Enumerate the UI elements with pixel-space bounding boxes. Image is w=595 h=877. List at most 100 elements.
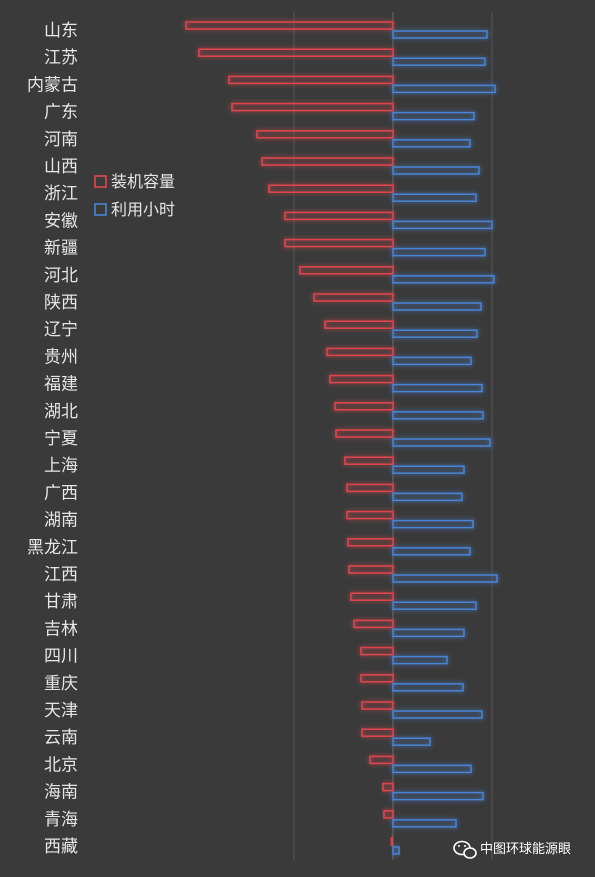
- bar-hours: [392, 356, 472, 366]
- category-label: 浙江: [44, 184, 78, 204]
- bar-capacity: [344, 456, 394, 465]
- bar-capacity: [284, 211, 394, 221]
- bar-capacity: [382, 782, 394, 792]
- bar-capacity: [360, 674, 394, 683]
- bar-hours: [392, 30, 488, 39]
- bar-capacity: [299, 266, 394, 275]
- category-label: 青海: [44, 810, 78, 830]
- bar-capacity: [335, 429, 394, 438]
- bar-capacity: [390, 837, 394, 846]
- bar-hours: [392, 220, 493, 230]
- category-label: 辽宁: [44, 320, 78, 340]
- bar-capacity: [361, 728, 394, 737]
- legend-label-hours: 利用小时: [111, 200, 175, 219]
- bar-hours: [392, 574, 498, 583]
- bar-hours: [392, 275, 495, 284]
- category-label: 四川: [44, 647, 78, 667]
- category-label: 江苏: [44, 48, 78, 68]
- bar-hours: [392, 791, 484, 801]
- category-label: 广西: [44, 483, 78, 503]
- category-label: 海南: [44, 783, 78, 803]
- category-label: 贵州: [44, 347, 78, 367]
- bar-capacity: [348, 565, 394, 574]
- legend-swatch-hours: [94, 203, 107, 216]
- watermark: 中图环球能源眼: [453, 840, 571, 859]
- bar-hours: [392, 846, 400, 855]
- bar-capacity: [231, 102, 394, 112]
- bar-hours: [392, 683, 464, 692]
- bar-capacity: [198, 48, 394, 57]
- category-label: 北京: [44, 755, 78, 775]
- category-label: 宁夏: [44, 429, 78, 449]
- bar-capacity: [361, 701, 394, 710]
- category-label: 河南: [44, 130, 78, 150]
- category-label: 江西: [44, 565, 78, 585]
- category-label: 山东: [44, 21, 78, 41]
- category-labels: 山东江苏内蒙古广东河南山西浙江安徽新疆河北陕西辽宁贵州福建湖北宁夏上海广西湖南黑…: [27, 21, 78, 857]
- category-label: 黑龙江: [27, 538, 78, 558]
- bar-capacity: [383, 810, 394, 819]
- bar-capacity: [329, 374, 394, 384]
- category-label: 山西: [44, 157, 78, 177]
- bar-hours: [392, 601, 477, 610]
- wechat-icon: [453, 840, 477, 859]
- bar-capacity: [313, 293, 394, 302]
- bar-hours: [392, 383, 483, 393]
- watermark-text: 中图环球能源眼: [480, 842, 571, 857]
- bar-hours: [392, 438, 491, 447]
- bar-hours: [392, 519, 474, 529]
- category-label: 上海: [44, 456, 78, 476]
- bar-hours: [392, 628, 465, 638]
- category-label: 西藏: [44, 837, 78, 857]
- legend-label-capacity: 装机容量: [111, 172, 175, 191]
- legend-swatch-capacity: [94, 175, 107, 188]
- bar-hours: [392, 819, 457, 828]
- bar-hours: [392, 111, 475, 121]
- bar-capacity: [261, 157, 394, 166]
- bar-hours: [392, 655, 448, 665]
- bar-capacity: [360, 646, 394, 656]
- category-label: 吉林: [44, 619, 78, 639]
- bar-capacity: [346, 483, 394, 493]
- bar-capacity: [256, 130, 394, 139]
- bar-hours: [392, 57, 486, 66]
- bar-hours: [392, 710, 483, 719]
- bar-capacity: [185, 21, 394, 30]
- bar-capacity: [369, 755, 394, 765]
- bar-hours: [392, 193, 477, 202]
- bar-capacity: [324, 320, 394, 329]
- category-label: 河北: [44, 266, 78, 286]
- category-label: 广东: [44, 103, 78, 123]
- bar-hours: [392, 764, 472, 774]
- category-label: 云南: [44, 728, 78, 748]
- category-label: 湖北: [44, 402, 78, 422]
- bar-capacity: [284, 238, 394, 248]
- category-label: 福建: [44, 375, 78, 395]
- category-label: 新疆: [44, 239, 78, 259]
- category-label: 天津: [44, 701, 78, 721]
- category-label: 湖南: [44, 511, 78, 531]
- bar-capacity: [346, 510, 394, 520]
- bar-hours: [392, 166, 480, 175]
- category-label: 甘肃: [44, 592, 78, 612]
- bars: [185, 21, 498, 855]
- legend-item-capacity: 装机容量: [94, 172, 175, 191]
- bar-capacity: [350, 592, 394, 601]
- category-label: 内蒙古: [27, 75, 78, 95]
- bar-hours: [392, 247, 486, 257]
- bar-capacity: [228, 75, 394, 85]
- category-label: 安徽: [44, 211, 78, 231]
- bar-capacity: [326, 347, 394, 357]
- legend-item-hours: 利用小时: [94, 200, 175, 219]
- bar-hours: [392, 302, 482, 311]
- bar-capacity: [268, 184, 394, 193]
- bar-hours: [392, 737, 431, 746]
- bar-capacity: [347, 538, 394, 547]
- bar-hours: [392, 139, 471, 148]
- bar-hours: [392, 84, 496, 94]
- category-label: 重庆: [44, 674, 78, 694]
- category-label: 陕西: [44, 293, 78, 313]
- legend: 装机容量 利用小时: [94, 172, 175, 219]
- bar-capacity: [334, 402, 394, 411]
